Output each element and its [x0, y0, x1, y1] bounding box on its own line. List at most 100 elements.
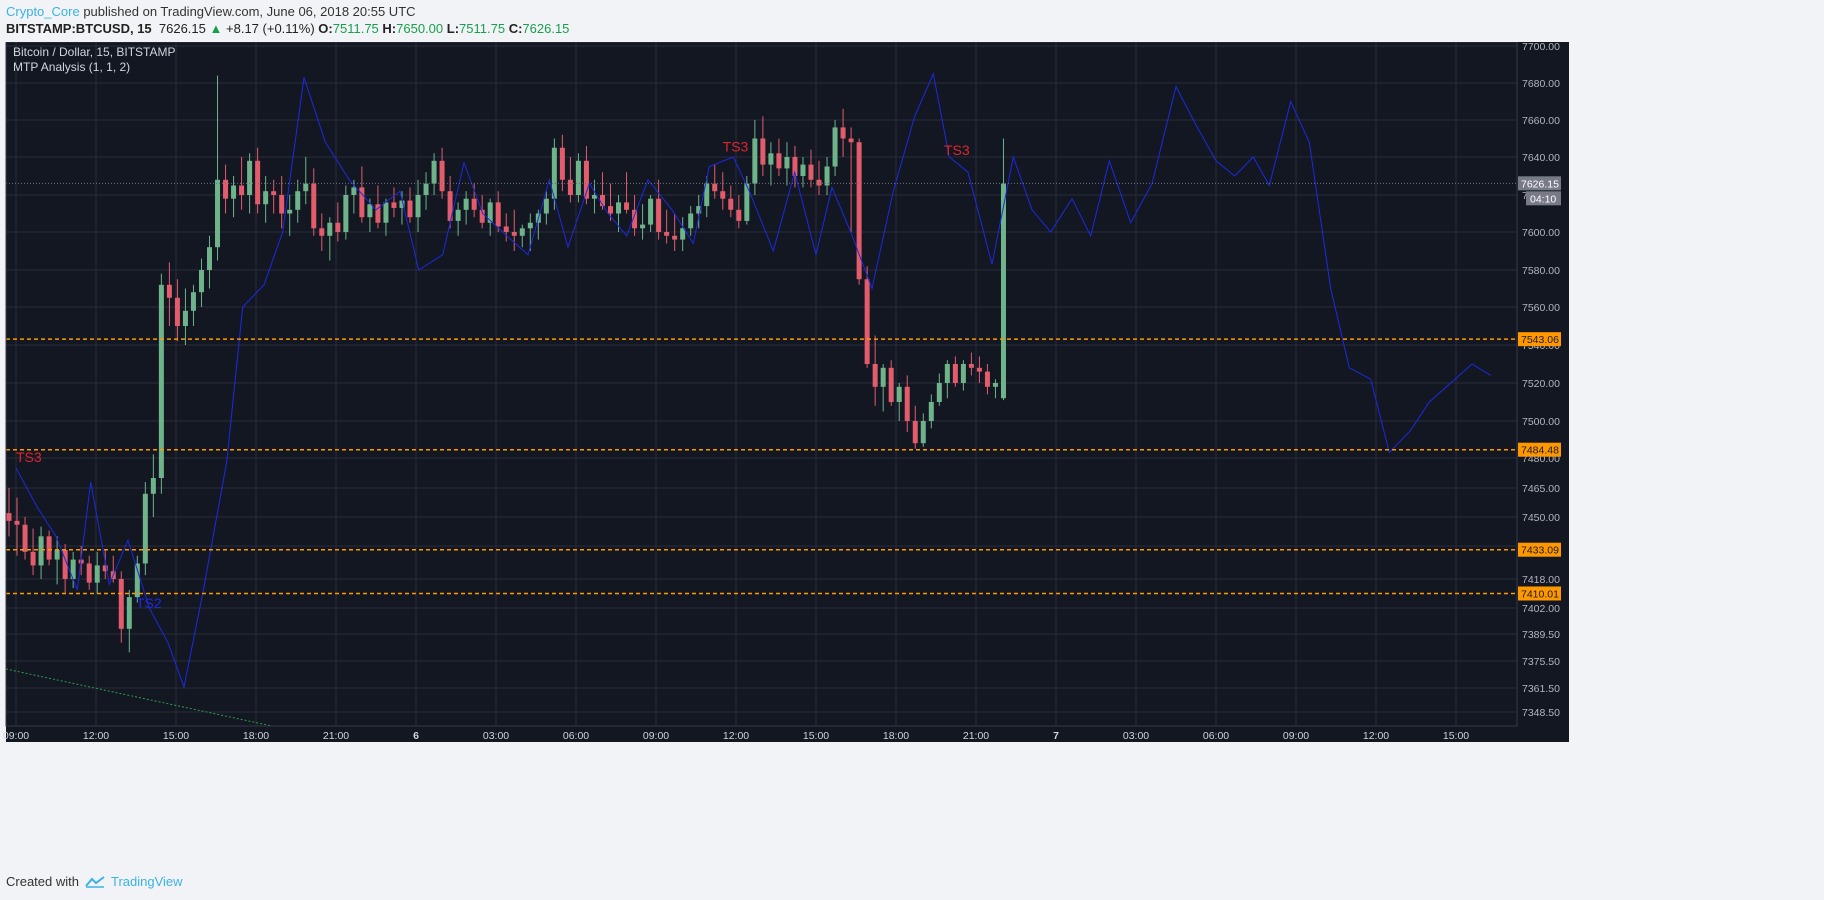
publish-line: Crypto_Core published on TradingView.com… — [6, 4, 416, 19]
candle-body-down — [62, 549, 68, 579]
candle-body-down — [503, 226, 509, 232]
y-tick-label: 7375.50 — [1522, 656, 1560, 668]
candle-body-down — [984, 371, 990, 387]
candle-body-up — [231, 185, 237, 199]
candle-body-down — [567, 179, 573, 195]
candle-body-down — [864, 279, 870, 364]
time-axis-panel — [6, 726, 1569, 742]
candle-body-up — [207, 247, 212, 270]
candle-body-down — [495, 202, 501, 227]
candle-body-down — [359, 187, 365, 218]
candle-body-up — [896, 386, 902, 402]
candle-body-up — [415, 195, 421, 218]
candle-body-down — [335, 222, 341, 232]
candle-body-down — [407, 200, 413, 218]
candle-body-up — [367, 204, 373, 218]
candle-body-up — [551, 147, 557, 199]
y-tick-label: 7580.00 — [1522, 265, 1560, 277]
candle-body-up — [768, 153, 774, 165]
candle-body-up — [696, 206, 702, 214]
y-tick-label: 7389.50 — [1522, 629, 1560, 641]
mtp-wave-line — [15, 72, 1491, 689]
candle-body-up — [399, 200, 405, 208]
x-tick-label: 03:00 — [483, 730, 509, 742]
candle-body-up — [944, 364, 950, 383]
candle-body-up — [992, 383, 998, 387]
author-link[interactable]: Crypto_Core — [6, 4, 80, 19]
candle-body-down — [439, 160, 445, 192]
x-tick-label: 06:00 — [563, 730, 589, 742]
published-text: published on TradingView.com, June 06, 2… — [83, 4, 416, 19]
candle-body-up — [824, 166, 830, 186]
y-tick-label: 7450.00 — [1522, 512, 1560, 524]
candle-body-down — [447, 191, 453, 221]
y-tick-label: 7600.00 — [1522, 227, 1560, 239]
candle-body-up — [327, 222, 333, 236]
candle-body-down — [599, 195, 605, 207]
candle-body-up — [190, 292, 196, 311]
y-tick-label: 7348.50 — [1522, 707, 1560, 719]
y-tick-label: 7520.00 — [1522, 378, 1560, 390]
tradingview-brand-link[interactable]: TradingView — [110, 874, 183, 889]
candle-body-up — [680, 228, 686, 240]
candle-body-down — [672, 235, 678, 240]
candle-body-down — [720, 191, 726, 199]
chart-title: Bitcoin / Dollar, 15, BITSTAMP — [13, 45, 176, 59]
candle-body-up — [182, 310, 188, 326]
candle-body-up — [784, 157, 790, 169]
candle-body-up — [832, 127, 838, 167]
candle-body-down — [46, 536, 52, 560]
candle-body-down — [271, 191, 277, 195]
x-tick-label: 12:00 — [83, 730, 109, 742]
countdown-tag — [1526, 191, 1561, 206]
candle-body-up — [591, 195, 597, 199]
open-label: O: — [318, 21, 333, 36]
candle-body-up — [54, 549, 60, 560]
candle-body-down — [86, 563, 92, 583]
candle-body-down — [856, 142, 862, 280]
candle-body-down — [632, 209, 638, 229]
candle-body-up — [1000, 183, 1006, 399]
level-label: 7410.01 — [1521, 588, 1559, 600]
candle-body-up — [519, 228, 525, 236]
candle-body-up — [688, 213, 694, 229]
low-label: L: — [446, 21, 460, 36]
low-value: 7511.75 — [459, 21, 506, 36]
x-tick-label: 15:00 — [803, 730, 829, 742]
candle-body-up — [295, 191, 301, 210]
candle-body-down — [712, 183, 718, 192]
candle-body-up — [455, 209, 461, 221]
candle-body-down — [840, 127, 846, 139]
x-tick-label: 7 — [1053, 730, 1059, 742]
price-chart[interactable]: 7700.007680.007660.007640.007620.007600.… — [0, 42, 1824, 868]
candle-body-down — [816, 179, 822, 186]
y-tick-label: 7560.00 — [1522, 302, 1560, 314]
candle-body-down — [30, 551, 36, 566]
candle-body-down — [904, 386, 910, 421]
x-tick-label: 18:00 — [243, 730, 269, 742]
candle-body-down — [952, 364, 958, 383]
candle-body-up — [383, 202, 389, 223]
last-price: 7626.15 — [158, 21, 206, 36]
candle-body-down — [736, 209, 742, 221]
wave-annotation: TS3 — [944, 142, 970, 158]
candle-body-up — [70, 559, 76, 579]
candle-body-down — [912, 421, 918, 444]
countdown-label: 04:10 — [1530, 193, 1556, 205]
candle-body-up — [343, 195, 349, 232]
last-price-tag — [1518, 176, 1561, 191]
candle-body-down — [728, 198, 734, 210]
y-tick-label: 7418.00 — [1522, 574, 1560, 586]
level-price-tag — [1518, 586, 1561, 601]
candle-body-down — [6, 513, 12, 521]
x-tick-label: 15:00 — [163, 730, 189, 742]
x-tick-label: 18:00 — [883, 730, 909, 742]
candle-body-down — [255, 160, 261, 205]
x-tick-label: 09:00 — [3, 730, 29, 742]
y-tick-label: 7361.50 — [1522, 683, 1560, 695]
candle-body-up — [423, 183, 429, 195]
candle-body-down — [166, 284, 172, 298]
tradingview-logo-icon — [85, 875, 105, 888]
close-label: C: — [508, 21, 523, 36]
candle-body-down — [608, 206, 613, 214]
